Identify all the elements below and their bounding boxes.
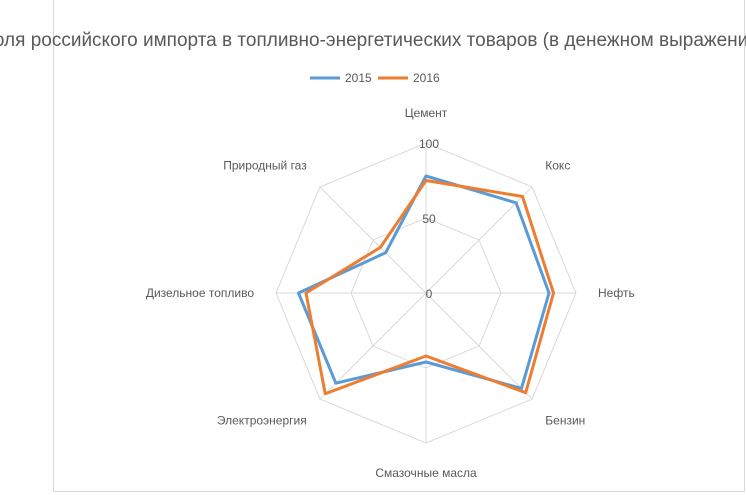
category-label-7: Природный газ xyxy=(223,159,307,173)
category-label-0: Цемент xyxy=(405,106,448,120)
category-label-2: Нефть xyxy=(598,286,635,300)
tick-label-100: 100 xyxy=(419,137,439,151)
chart-title: Доля российского импорта в топливно-энер… xyxy=(0,30,746,51)
chart-frame xyxy=(53,0,745,492)
legend: 2015 2016 xyxy=(310,71,440,85)
grid-spoke-1 xyxy=(425,186,533,294)
grid-spoke-7 xyxy=(319,186,427,294)
series-line-2015 xyxy=(297,174,551,390)
tick-label-0: 0 xyxy=(426,287,433,301)
radar-ticks: 0 50 100 xyxy=(419,137,439,301)
legend-label-2015: 2015 xyxy=(345,71,372,85)
tick-label-50: 50 xyxy=(422,212,436,226)
category-label-3: Бензин xyxy=(545,413,585,427)
radar-category-labels: Цемент Кокс Нефть Бензин Смазочные масла Элек… xyxy=(146,106,635,480)
grid-spoke-3 xyxy=(425,292,533,400)
radar-grid xyxy=(275,142,577,444)
series-line-2016 xyxy=(304,179,555,396)
category-label-1: Кокс xyxy=(545,159,570,173)
legend-label-2016: 2016 xyxy=(413,71,440,85)
category-label-4: Смазочные масла xyxy=(375,466,477,480)
radar-series xyxy=(297,174,555,396)
category-label-6: Дизельное топливо xyxy=(146,286,255,300)
category-label-5: Электроэнергия xyxy=(217,413,307,427)
